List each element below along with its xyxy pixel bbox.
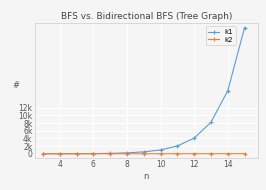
k1 xyxy=(75,153,78,155)
k1 xyxy=(41,153,45,155)
k1 xyxy=(125,152,128,154)
k1 xyxy=(226,89,229,92)
Line: k2: k2 xyxy=(41,152,247,156)
X-axis label: n: n xyxy=(144,172,149,180)
Y-axis label: #: # xyxy=(12,81,19,90)
Title: BFS vs. Bidirectional BFS (Tree Graph): BFS vs. Bidirectional BFS (Tree Graph) xyxy=(61,12,232,21)
k1 xyxy=(142,151,146,153)
k2 xyxy=(243,153,246,155)
k2 xyxy=(159,153,162,155)
k2 xyxy=(41,153,45,155)
k2 xyxy=(125,153,128,155)
k1 xyxy=(209,121,213,124)
k2 xyxy=(176,153,179,155)
k2 xyxy=(193,153,196,155)
Line: k1: k1 xyxy=(41,25,247,156)
k1 xyxy=(109,152,112,154)
k1 xyxy=(92,152,95,155)
k2 xyxy=(92,153,95,155)
k1 xyxy=(58,153,61,155)
k2 xyxy=(209,153,213,155)
k1 xyxy=(159,149,162,151)
k2 xyxy=(75,153,78,155)
k2 xyxy=(58,153,61,155)
k1 xyxy=(176,145,179,147)
k2 xyxy=(142,153,146,155)
k1 xyxy=(193,137,196,139)
Legend: k1, k2: k1, k2 xyxy=(206,26,236,45)
k2 xyxy=(226,153,229,155)
k2 xyxy=(109,153,112,155)
k1 xyxy=(243,26,246,29)
